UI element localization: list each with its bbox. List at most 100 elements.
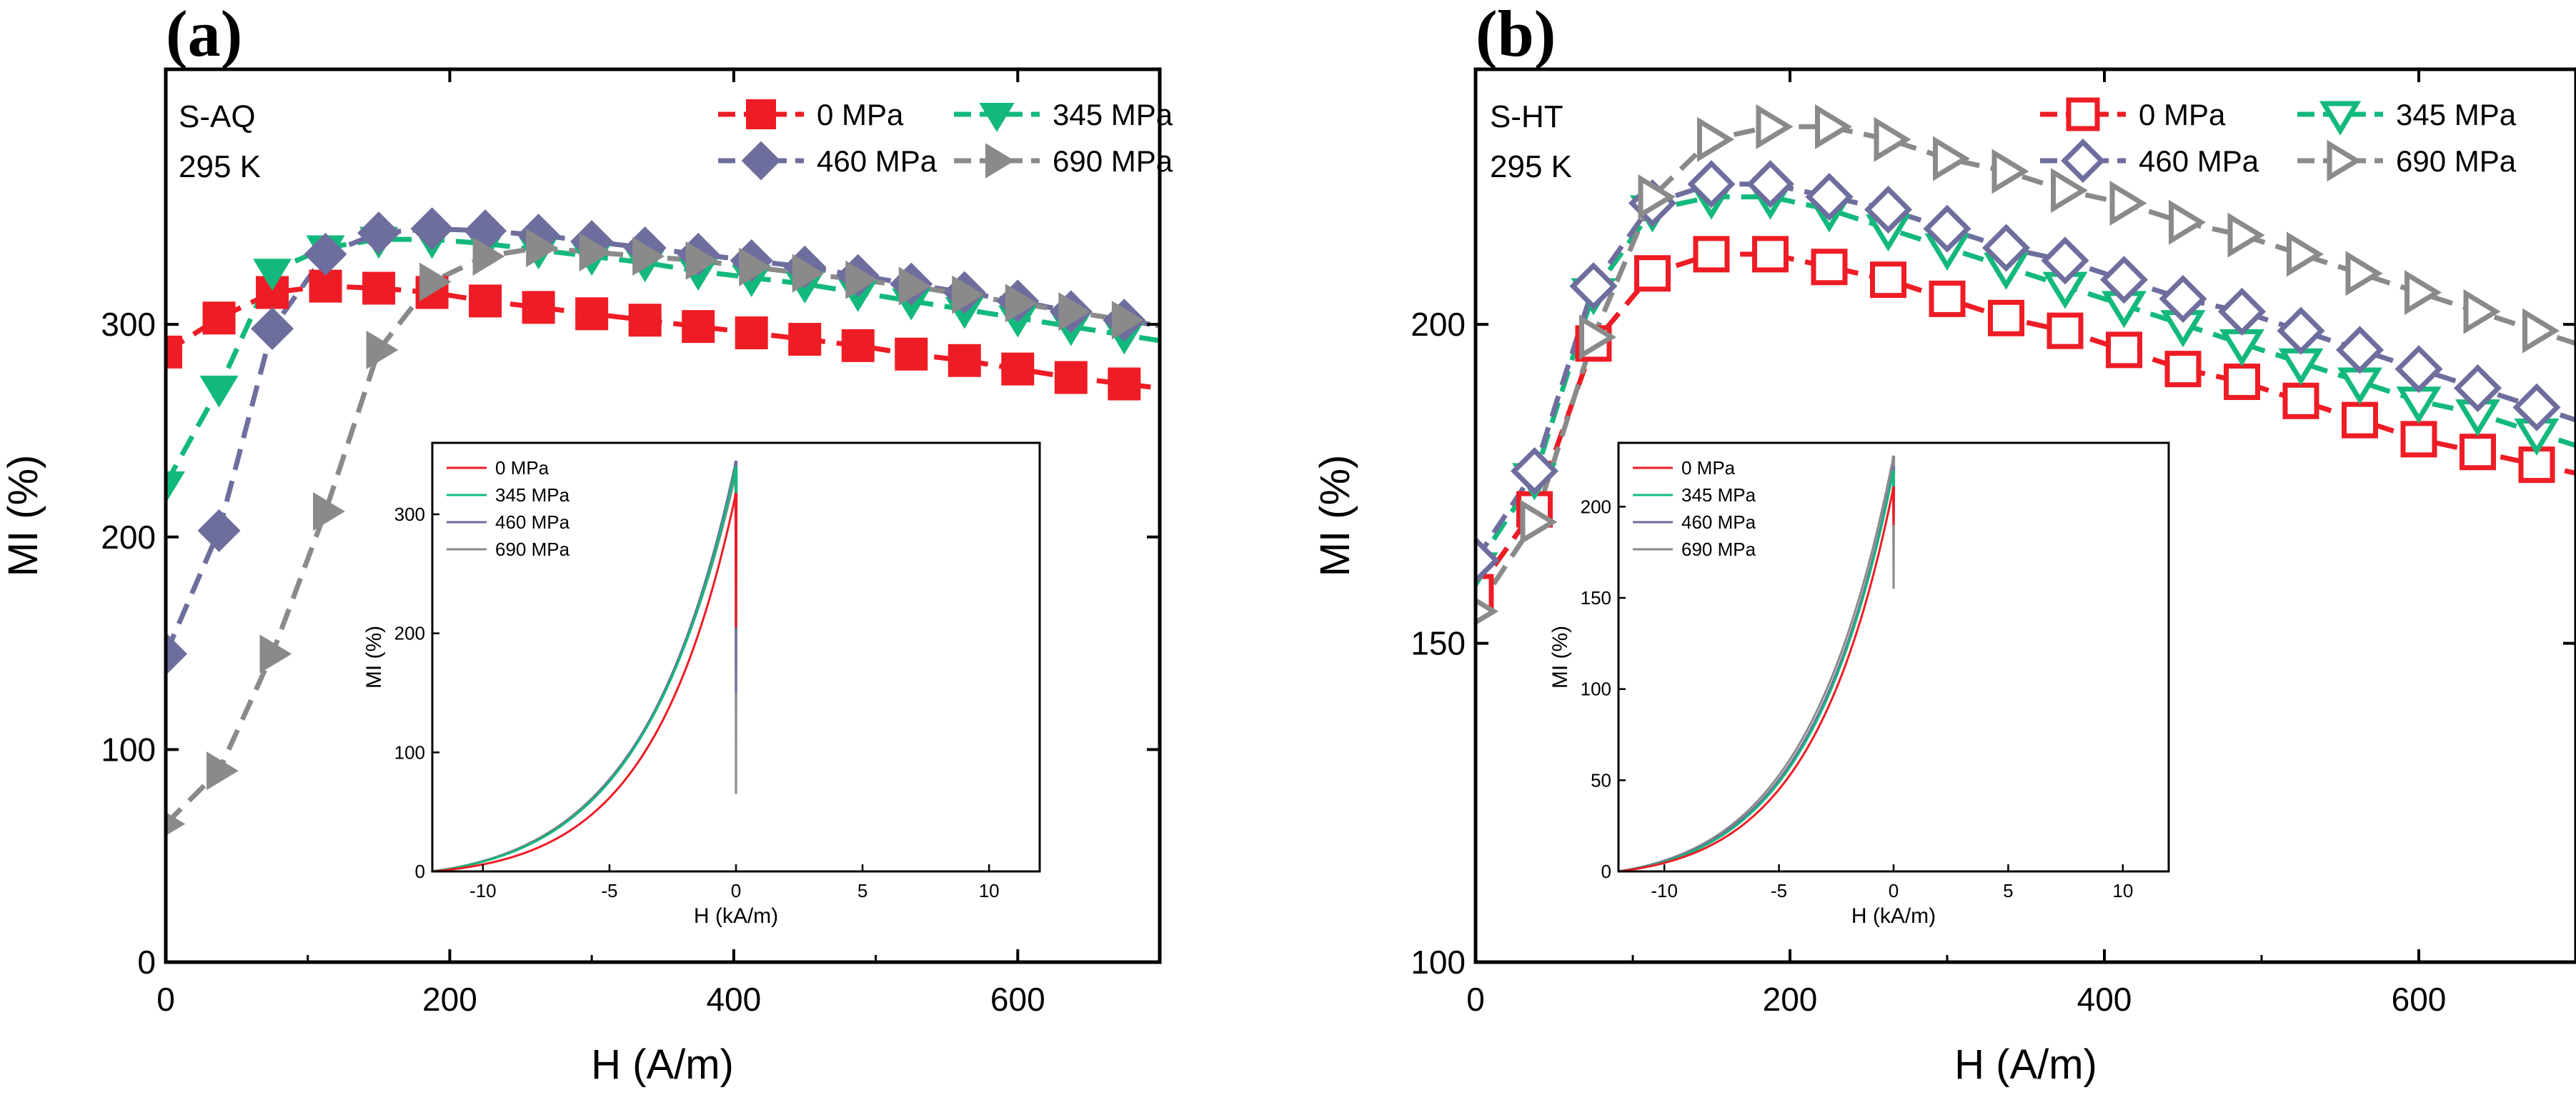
data-point bbox=[1752, 236, 1789, 273]
data-point bbox=[1756, 104, 1794, 149]
data-point bbox=[1929, 280, 1966, 317]
data-point bbox=[1988, 299, 2024, 336]
data-point bbox=[2106, 331, 2142, 369]
data-point bbox=[166, 812, 186, 836]
data-point bbox=[2099, 256, 2149, 304]
inset-x-tick-label: 5 bbox=[857, 880, 867, 901]
inset-legend-label: 345 MPa bbox=[495, 484, 570, 506]
inset-x-tick-label: -5 bbox=[1771, 880, 1787, 901]
data-point bbox=[2227, 212, 2265, 258]
data-point bbox=[2396, 386, 2442, 424]
inset-y-tick-label: 0 bbox=[415, 861, 425, 882]
plot-frame bbox=[164, 67, 1162, 964]
inset-x-axis-label: H (kA/m) bbox=[694, 904, 778, 928]
inset-y-tick-label: 100 bbox=[1581, 679, 1611, 700]
inset-x-tick-label: 5 bbox=[2003, 880, 2013, 901]
legend-label: 345 MPa bbox=[1053, 98, 1173, 131]
y-tick-label: 100 bbox=[101, 731, 156, 768]
series-group bbox=[166, 207, 1160, 836]
data-point bbox=[948, 344, 981, 377]
data-point bbox=[952, 275, 985, 314]
inset-series-line bbox=[1618, 486, 1896, 871]
data-point bbox=[197, 509, 241, 552]
data-point bbox=[1693, 236, 1730, 273]
legend-label: 345 MPa bbox=[2396, 98, 2517, 131]
data-point bbox=[575, 297, 609, 331]
data-point bbox=[579, 232, 612, 272]
data-point bbox=[2164, 351, 2202, 388]
inset-legend-label: 690 MPa bbox=[495, 539, 570, 560]
data-point bbox=[2460, 434, 2496, 471]
data-point bbox=[2287, 231, 2324, 277]
data-point bbox=[251, 307, 294, 351]
inset-x-tick-label: -10 bbox=[1651, 880, 1678, 901]
data-point bbox=[304, 232, 347, 276]
data-point bbox=[2518, 446, 2555, 484]
y-tick-label: 300 bbox=[101, 306, 156, 343]
data-point bbox=[1001, 352, 1035, 386]
data-point bbox=[735, 316, 768, 350]
legend-label: 0 MPa bbox=[817, 98, 904, 131]
data-point bbox=[1520, 499, 1558, 545]
data-point bbox=[2041, 236, 2089, 285]
data-point bbox=[1923, 204, 1971, 253]
inset-series-line bbox=[1618, 470, 1896, 871]
y-tick-label: 200 bbox=[1411, 306, 1466, 343]
data-point bbox=[2282, 382, 2319, 419]
legend-marker bbox=[741, 141, 781, 181]
legend-label: 690 MPa bbox=[1053, 144, 1173, 178]
data-point bbox=[2400, 421, 2437, 458]
data-point bbox=[472, 236, 505, 276]
legend-label: 690 MPa bbox=[2396, 144, 2517, 178]
inset-x-tick-label: -10 bbox=[469, 880, 497, 901]
data-point bbox=[739, 247, 771, 286]
data-point bbox=[1991, 149, 2029, 194]
y-tick-label: 0 bbox=[137, 944, 156, 981]
data-point bbox=[1805, 173, 1854, 221]
data-point bbox=[366, 330, 399, 369]
data-point bbox=[2051, 168, 2089, 214]
data-point bbox=[166, 632, 188, 676]
data-point bbox=[410, 207, 454, 251]
data-point bbox=[2047, 312, 2084, 349]
data-point bbox=[2159, 274, 2207, 323]
x-tick-label: 0 bbox=[1466, 981, 1485, 1018]
y-tick-label: 150 bbox=[1411, 625, 1466, 662]
data-point bbox=[1815, 104, 1853, 149]
data-point bbox=[1638, 174, 1676, 220]
inset-y-tick-label: 200 bbox=[1581, 496, 1611, 517]
data-point bbox=[1569, 262, 1618, 311]
inset-x-tick-label: 10 bbox=[2112, 880, 2133, 901]
data-point bbox=[1476, 536, 1500, 585]
data-point bbox=[2109, 180, 2147, 226]
data-point bbox=[1005, 284, 1038, 323]
inset-y-tick-label: 200 bbox=[394, 623, 425, 644]
y-tick-label: 100 bbox=[1411, 944, 1466, 981]
data-point bbox=[1697, 116, 1735, 162]
data-point bbox=[259, 634, 292, 674]
data-point bbox=[2224, 364, 2260, 400]
data-point bbox=[1108, 367, 1141, 401]
inset-x-tick-label: -5 bbox=[601, 880, 617, 901]
data-point bbox=[1579, 314, 1617, 360]
inset-legend-label: 345 MPa bbox=[1681, 484, 1756, 506]
x-axis-label: H (A/m) bbox=[591, 1041, 734, 1088]
data-point bbox=[1933, 136, 1971, 181]
data-point bbox=[166, 335, 182, 369]
x-tick-label: 600 bbox=[990, 981, 1045, 1018]
legend-marker bbox=[985, 143, 1015, 179]
panel-letter: (a) bbox=[166, 0, 242, 70]
data-point bbox=[632, 236, 665, 276]
data-point bbox=[526, 228, 558, 268]
legend-label: 460 MPa bbox=[2139, 144, 2259, 178]
data-point bbox=[1981, 224, 2031, 272]
data-point bbox=[2453, 364, 2502, 412]
data-point bbox=[166, 471, 186, 504]
series-group bbox=[1476, 104, 2576, 626]
inset-legend-label: 0 MPa bbox=[1681, 457, 1736, 479]
inset-y-axis-label: MI (%) bbox=[362, 626, 386, 689]
data-point bbox=[2463, 289, 2501, 334]
